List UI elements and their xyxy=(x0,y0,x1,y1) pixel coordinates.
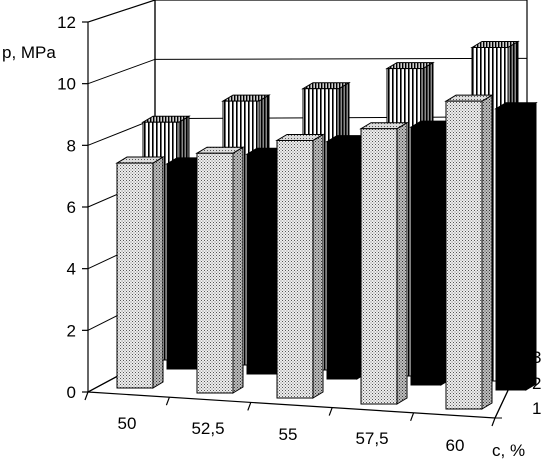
depth-tick-label: 2 xyxy=(532,374,541,393)
bar xyxy=(115,156,165,389)
bar xyxy=(359,121,409,405)
y-axis: 0 2 4 6 8 10 12 xyxy=(57,13,88,402)
y-tick-label: 2 xyxy=(67,321,76,340)
bar-side xyxy=(525,101,537,391)
x-tick-label: 57,5 xyxy=(355,429,388,448)
x-tick-label: 50 xyxy=(118,414,137,433)
y-tick-label: 12 xyxy=(57,13,76,32)
bar-front xyxy=(116,162,154,389)
x-tick-label: 55 xyxy=(279,425,298,444)
x-tick-mark xyxy=(410,412,415,422)
bar xyxy=(275,133,325,399)
x-tick-mark xyxy=(247,402,252,411)
depth-tick-label: 1 xyxy=(532,399,541,418)
x-tick-mark xyxy=(165,396,170,406)
bar-front xyxy=(495,108,527,391)
bar-side xyxy=(312,133,324,399)
bar xyxy=(195,146,245,394)
x-tick-label: 52,5 xyxy=(191,419,224,438)
bar-side xyxy=(396,121,408,405)
gridline xyxy=(87,57,528,85)
y-tick-label: 4 xyxy=(67,260,76,279)
bar-front xyxy=(410,126,442,386)
x-axis-title: c, % xyxy=(492,441,525,460)
depth-tick-label: 3 xyxy=(532,348,541,367)
bar-front xyxy=(360,128,398,405)
y-tick-label: 8 xyxy=(67,136,76,155)
x-tick-label: 60 xyxy=(446,436,465,455)
y-tick-label: 10 xyxy=(57,75,76,94)
bar-front xyxy=(246,153,278,375)
bars xyxy=(115,40,538,410)
bar xyxy=(494,101,538,391)
bar-side xyxy=(481,94,493,410)
bar-front xyxy=(276,139,314,399)
bar xyxy=(409,120,453,386)
y-tick-label: 0 xyxy=(67,383,76,402)
bar-front xyxy=(445,100,483,410)
y-axis-title: p, MPa xyxy=(2,43,56,62)
bar-side xyxy=(152,156,164,389)
x-tick-mark xyxy=(328,407,333,416)
x-axis: 50 52,5 55 57,5 60 xyxy=(84,391,496,455)
depth-axis: 1 2 3 xyxy=(494,348,541,419)
y-tick-label: 6 xyxy=(67,198,76,217)
bar xyxy=(444,94,494,410)
bar-front xyxy=(196,152,234,394)
x-tick-mark xyxy=(491,417,496,427)
bar-side xyxy=(232,146,244,394)
bar-front xyxy=(166,163,198,370)
x-tick-mark xyxy=(84,391,89,401)
bar-front xyxy=(326,141,358,380)
